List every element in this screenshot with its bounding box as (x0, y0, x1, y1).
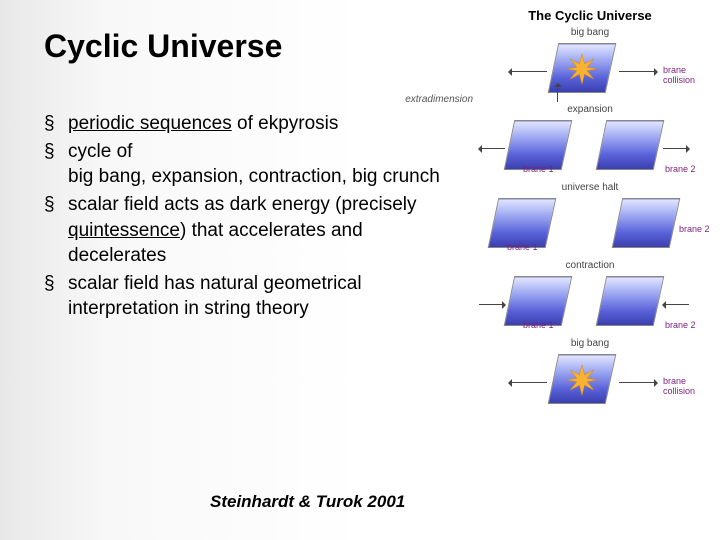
list-item: scalar field has natural geometrical int… (44, 271, 444, 322)
stage-collision-bottom: brane collision (465, 350, 715, 414)
caption-brane1: brane 1 (523, 164, 554, 174)
arrow-left-icon (509, 71, 547, 72)
caption-brane-collision: brane collision (663, 376, 695, 396)
stage-expansion: brane 1 brane 2 (465, 116, 715, 174)
cyclic-universe-figure: The Cyclic Universe big bang brane colli… (465, 8, 715, 414)
brane-panel (504, 120, 573, 170)
arrow-left-icon (479, 148, 505, 149)
brane-panel (596, 120, 665, 170)
figure-title: The Cyclic Universe (465, 8, 715, 23)
stage-contraction: brane 1 brane 2 (465, 272, 715, 330)
burst-icon (565, 363, 599, 397)
arrow-left-icon (509, 382, 547, 383)
burst-icon (565, 52, 599, 86)
stage-label-bigbang-top: big bang (465, 27, 715, 38)
caption-brane2: brane 2 (665, 320, 696, 330)
caption-brane1: brane 1 (523, 320, 554, 330)
caption-brane1: brane 1 (507, 242, 538, 252)
list-item: periodic sequences of ekpyrosis (44, 111, 444, 137)
slide: Cyclic Universe periodic sequences of ek… (0, 0, 720, 540)
citation: Steinhardt & Turok 2001 (210, 492, 405, 512)
stage-label-contraction: contraction (465, 260, 715, 271)
arrow-left-icon (663, 304, 689, 305)
bullet-list: periodic sequences of ekpyrosis cycle of… (44, 111, 444, 322)
brane-panel (488, 198, 557, 248)
axis-icon (557, 84, 558, 102)
stage-label-expansion: expansion (465, 104, 715, 115)
caption-brane2: brane 2 (665, 164, 696, 174)
arrow-right-icon (619, 71, 657, 72)
arrow-right-icon (479, 304, 505, 305)
brane-panel (612, 198, 681, 248)
list-item: scalar field acts as dark energy (precis… (44, 192, 444, 269)
brane-panel (596, 276, 665, 326)
stage-label-bigbang-bottom: big bang (465, 338, 715, 349)
caption-brane2: brane 2 (679, 224, 710, 234)
stage-label-halt: universe halt (465, 182, 715, 193)
stage-collision-top: brane collision (465, 39, 715, 103)
brane-panel (504, 276, 573, 326)
caption-brane-collision: brane collision (663, 65, 695, 85)
arrow-right-icon (663, 148, 689, 149)
stage-halt: brane 1 brane 2 (465, 194, 715, 252)
list-item: cycle ofbig bang, expansion, contraction… (44, 139, 444, 190)
caption-extradimension: extradimension (403, 94, 473, 105)
arrow-right-icon (619, 382, 657, 383)
